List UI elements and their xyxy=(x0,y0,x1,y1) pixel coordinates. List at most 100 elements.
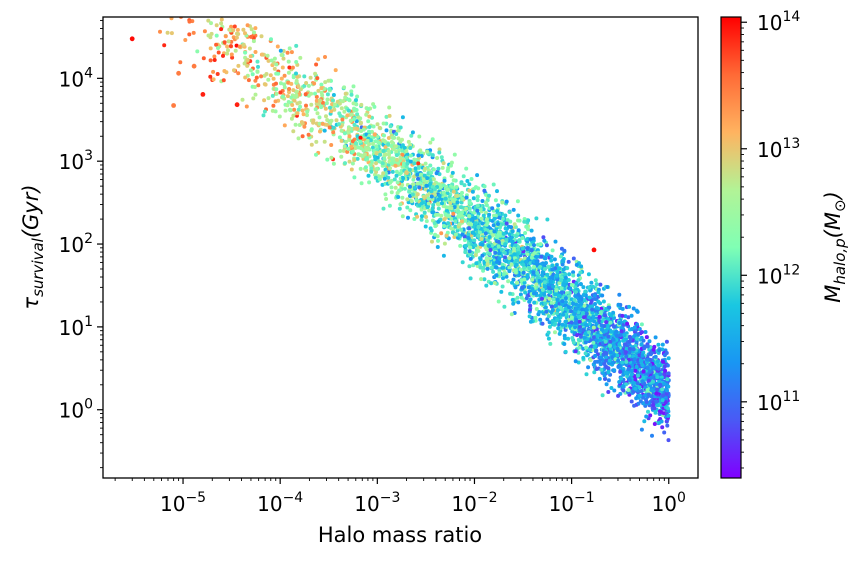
scatter-point xyxy=(459,227,464,232)
scatter-point xyxy=(388,124,393,129)
scatter-point xyxy=(309,128,314,133)
scatter-point xyxy=(645,366,650,370)
scatter-point xyxy=(603,313,608,318)
scatter-point xyxy=(366,107,371,112)
scatter-point xyxy=(622,333,627,337)
scatter-point xyxy=(216,50,221,55)
scatter-point xyxy=(503,255,507,260)
scatter-point xyxy=(412,161,417,166)
scatter-point xyxy=(466,235,471,240)
scatter-point xyxy=(293,122,298,127)
scatter-point xyxy=(532,300,537,305)
scatter-point xyxy=(195,49,200,54)
scatter-point xyxy=(282,73,287,78)
scatter-point xyxy=(632,325,637,330)
scatter-point xyxy=(593,360,598,364)
scatter-point xyxy=(547,324,552,329)
colorbar-tick-label-exp: 13 xyxy=(782,136,800,152)
scatter-point xyxy=(525,252,530,257)
scatter-point xyxy=(479,216,484,221)
scatter-point xyxy=(523,231,528,235)
scatter-point xyxy=(405,197,410,202)
scatter-point xyxy=(424,215,429,219)
scatter-point xyxy=(316,88,321,93)
scatter-point xyxy=(405,205,410,210)
scatter-point xyxy=(550,267,555,272)
scatter-point xyxy=(545,272,550,277)
scatter-point xyxy=(467,214,472,219)
scatter-point xyxy=(346,131,351,136)
scatter-point xyxy=(211,69,216,74)
scatter-point xyxy=(285,94,290,99)
scatter-point xyxy=(436,238,440,243)
scatter-point xyxy=(524,224,529,229)
scatter-point xyxy=(528,303,533,308)
scatter-point xyxy=(342,144,347,149)
scatter-point xyxy=(324,101,329,106)
scatter-point xyxy=(665,377,670,382)
scatter-point xyxy=(266,96,271,101)
scatter-point xyxy=(437,150,442,155)
scatter-point xyxy=(398,139,403,144)
scatter-point xyxy=(591,340,596,345)
scatter-point xyxy=(609,386,614,390)
scatter-point xyxy=(500,284,505,289)
scatter-point xyxy=(521,262,526,267)
scatter-point xyxy=(627,304,632,309)
scatter-point xyxy=(460,197,465,201)
scatter-point xyxy=(571,256,576,261)
scatter-point xyxy=(509,312,514,317)
scatter-point xyxy=(558,254,563,259)
scatter-point xyxy=(355,156,360,161)
scatter-point xyxy=(655,375,660,380)
highlight-point xyxy=(129,36,135,42)
x-tick-label-exp: −3 xyxy=(380,490,401,506)
scatter-point xyxy=(573,294,578,298)
scatter-point xyxy=(412,185,417,190)
scatter-point xyxy=(588,347,593,352)
scatter-point xyxy=(475,203,480,208)
scatter-point xyxy=(482,184,487,189)
highlighted-points xyxy=(129,36,597,253)
scatter-point xyxy=(286,100,291,104)
scatter-point xyxy=(432,221,437,226)
scatter-point xyxy=(599,323,604,328)
scatter-point xyxy=(458,243,463,248)
scatter-point xyxy=(616,393,621,398)
scatter-point xyxy=(460,219,464,224)
scatter-point xyxy=(607,305,612,310)
scatter-point xyxy=(252,30,256,35)
scatter-point xyxy=(561,267,566,272)
scatter-point xyxy=(464,195,469,200)
scatter-point xyxy=(202,29,207,34)
scatter-point xyxy=(605,285,610,289)
scatter-point xyxy=(323,80,328,85)
scatter-point xyxy=(451,189,456,194)
scatter-point xyxy=(476,224,481,229)
scatter-point xyxy=(468,245,473,250)
scatter-point xyxy=(579,334,583,339)
scatter-point xyxy=(431,167,436,172)
scatter-point xyxy=(418,148,423,153)
highlight-point xyxy=(200,92,206,97)
scatter-point xyxy=(511,301,516,306)
scatter-point xyxy=(488,248,493,252)
scatter-point xyxy=(589,338,594,342)
scatter-point xyxy=(522,277,527,282)
scatter-point xyxy=(441,161,446,166)
scatter-point xyxy=(662,381,667,386)
scatter-point xyxy=(351,101,356,106)
scatter-point xyxy=(605,325,610,330)
scatter-point xyxy=(609,329,614,334)
scatter-point xyxy=(594,305,599,310)
scatter-point xyxy=(325,118,330,122)
scatter-point xyxy=(496,299,501,304)
scatter-point xyxy=(429,170,434,175)
scatter-point xyxy=(501,272,506,277)
scatter-point xyxy=(463,218,468,223)
scatter-point xyxy=(647,369,652,374)
scatter-point xyxy=(169,17,174,21)
scatter-point xyxy=(323,55,327,59)
scatter-point xyxy=(201,56,206,61)
scatter-point xyxy=(651,403,656,408)
